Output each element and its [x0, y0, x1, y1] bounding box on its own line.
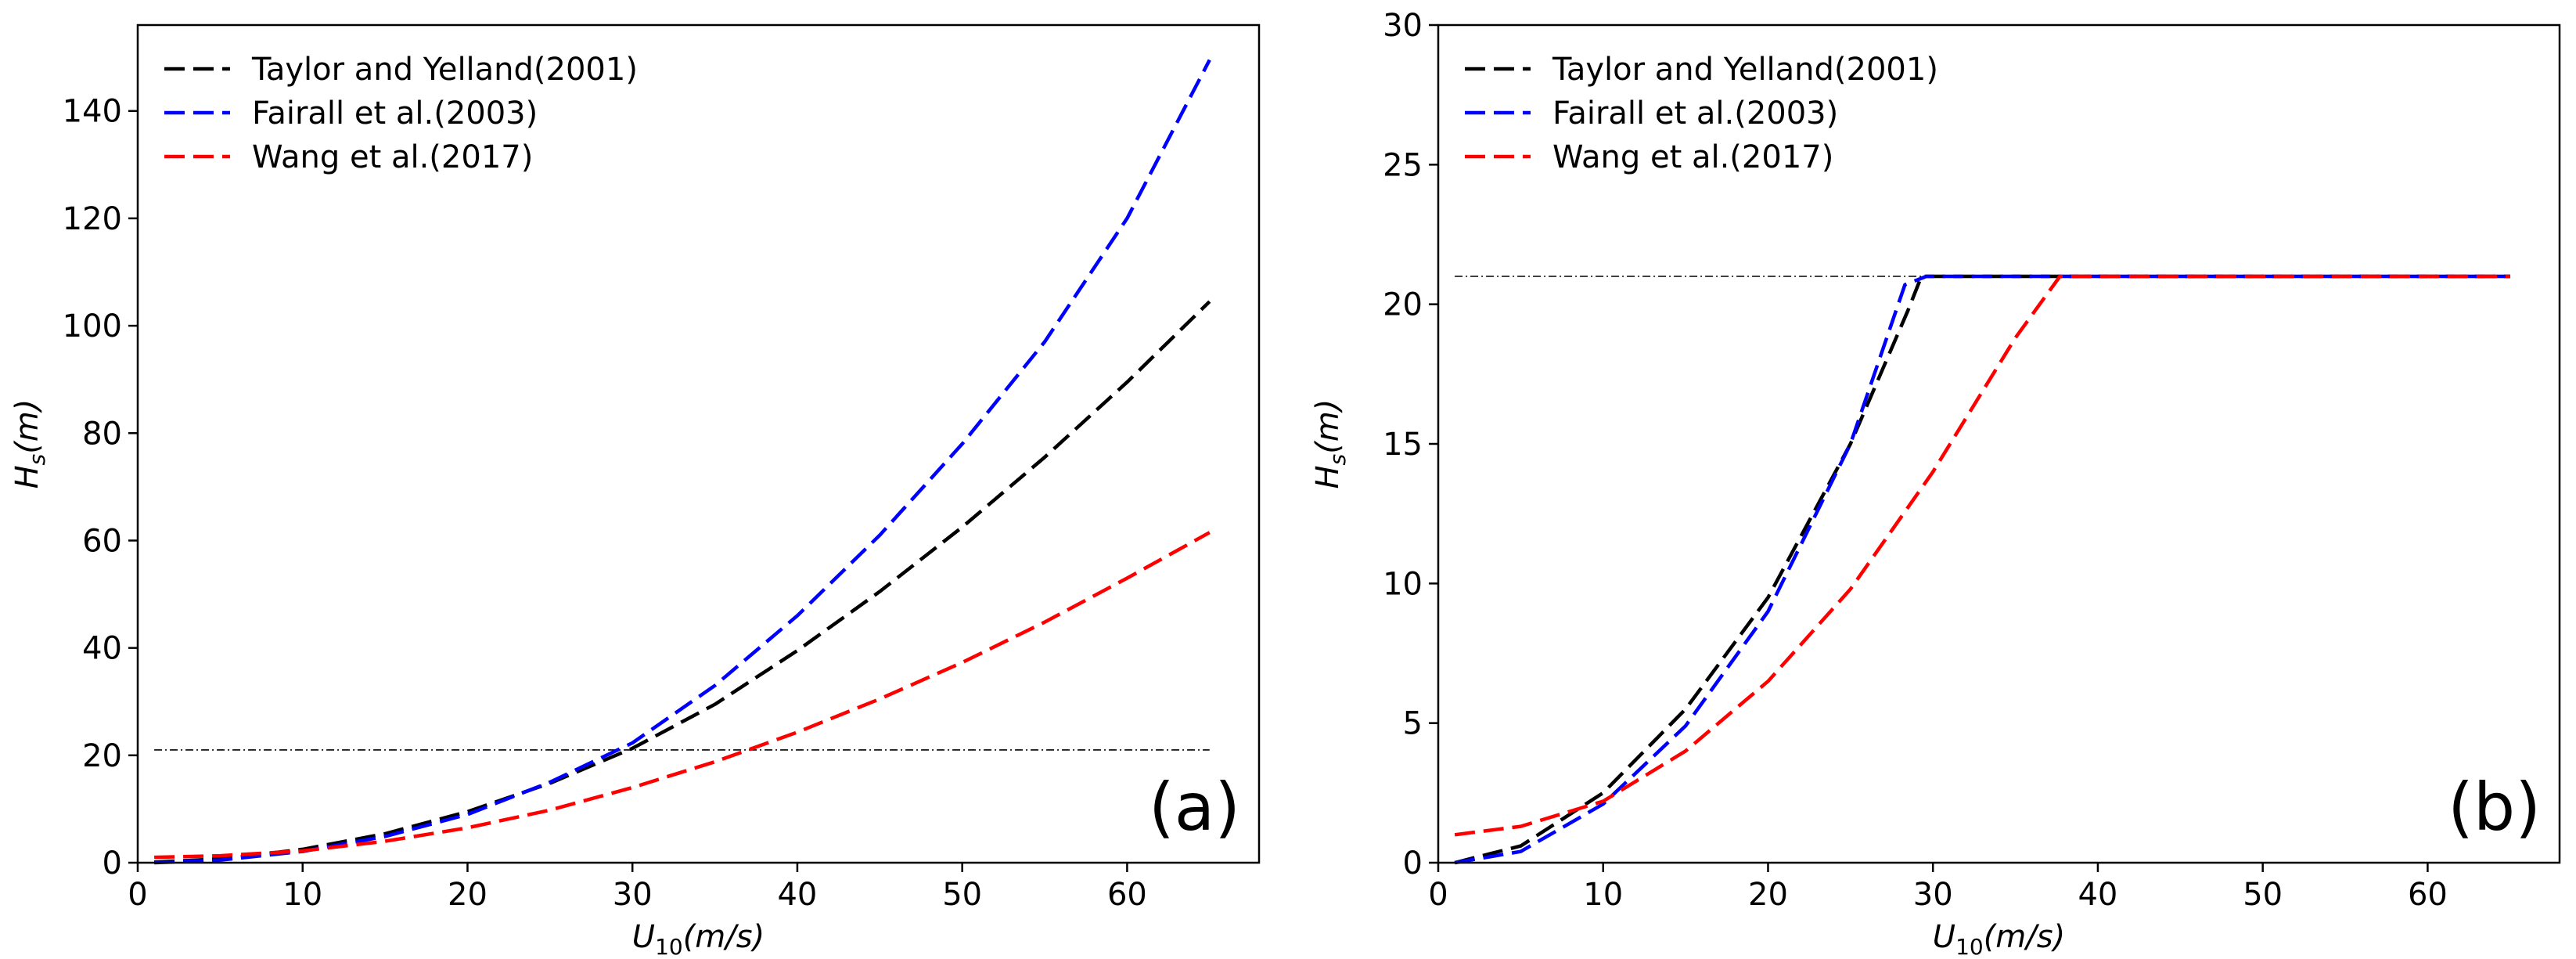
x-tick-label: 20	[448, 877, 487, 913]
x-tick-label: 60	[1107, 877, 1147, 913]
y-tick-label: 15	[1383, 427, 1423, 463]
y-tick-label: 60	[82, 523, 122, 559]
x-tick-label: 20	[1748, 877, 1788, 913]
x-tick-label: 0	[1428, 877, 1448, 913]
legend-label-wang-et-al-2017: Wang et al.(2017)	[252, 139, 533, 175]
x-tick-label: 0	[128, 877, 147, 913]
y-tick-label: 30	[1383, 8, 1423, 44]
series-line-wang-et-al-2017	[154, 531, 1211, 860]
series-line-taylor-and-yelland-2001	[153, 300, 1211, 864]
y-tick-label: 25	[1383, 147, 1423, 183]
x-tick-label: 40	[2078, 877, 2117, 913]
y-tick-label: 20	[82, 738, 122, 774]
x-tick-label: 50	[942, 877, 982, 913]
series-line-fairall-et-al-2003	[1454, 274, 2510, 865]
x-tick-label: 30	[613, 877, 653, 913]
x-axis-label: U10(m/s)	[632, 919, 765, 959]
legend-label-wang-et-al-2017: Wang et al.(2017)	[1552, 139, 1833, 175]
y-tick-label: 5	[1403, 706, 1423, 742]
x-tick-label: 40	[777, 877, 817, 913]
series-line-wang-et-al-2017	[1454, 274, 2510, 837]
x-tick-label: 10	[1583, 877, 1623, 913]
y-tick-label: 80	[82, 416, 122, 452]
axes-frame	[136, 23, 1261, 864]
x-axis-label: U10(m/s)	[1933, 919, 2065, 959]
y-axis-label: Hs(m)	[9, 399, 50, 489]
panel-b: 0 10 20 30 40 50 60 0 5 10 15 20 25 30 U10(m/s) Hs(m) Ta…	[1310, 8, 2561, 959]
x-tick-label: 10	[282, 877, 322, 913]
legend-label-taylor-and-yelland-2001: Taylor and Yelland(2001)	[251, 52, 638, 88]
y-tick-label: 0	[103, 845, 122, 881]
y-tick-label: 0	[1403, 845, 1423, 881]
legend-label-taylor-and-yelland-2001: Taylor and Yelland(2001)	[1552, 52, 1938, 88]
y-tick-label: 20	[1383, 287, 1423, 323]
x-tick-label: 50	[2243, 877, 2283, 913]
x-tick-label: 60	[2408, 877, 2448, 913]
x-tick-label: 30	[1913, 877, 1953, 913]
series-line-fairall-et-al-2003	[154, 59, 1211, 865]
y-tick-label: 100	[63, 308, 122, 344]
y-tick-label: 140	[63, 94, 122, 130]
y-tick-label: 120	[63, 201, 122, 237]
y-tick-label: 40	[82, 631, 122, 667]
y-tick-label: 10	[1383, 566, 1423, 602]
legend-label-fairall-et-al-2003: Fairall et al.(2003)	[1552, 96, 1838, 132]
panel-label: (a)	[1149, 769, 1240, 845]
panel-label: (b)	[2448, 769, 2541, 845]
series-line-taylor-and-yelland-2001	[1454, 274, 2510, 865]
y-axis-label: Hs(m)	[1310, 399, 1351, 489]
panel-a: 0 10 20 30 40 50 60 0 20 40 60 80 100 120 140 U10(m/s) H…	[9, 23, 1261, 959]
legend-label-fairall-et-al-2003: Fairall et al.(2003)	[252, 96, 538, 132]
